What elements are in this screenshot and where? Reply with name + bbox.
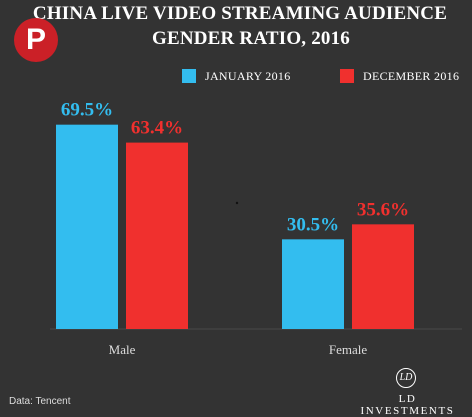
- source-note: Data: Tencent: [9, 396, 71, 407]
- brand-name: LD INVESTMENTS: [360, 393, 455, 417]
- data-label-male-january: 69.5%: [61, 100, 113, 121]
- bar-male-january: [56, 124, 118, 329]
- data-label-female-january: 30.5%: [287, 214, 339, 235]
- brand-monogram: LD: [399, 372, 413, 383]
- brand-logo: LD: [396, 368, 416, 388]
- chart-title-line-1: CHINA LIVE VIDEO STREAMING AUDIENCE: [32, 3, 448, 24]
- plot-dot: [235, 201, 239, 205]
- category-label-male: Male: [109, 342, 136, 357]
- data-label-female-december: 35.6%: [357, 199, 409, 220]
- bar-female-december: [352, 224, 414, 329]
- pinterest-icon: P: [25, 23, 46, 56]
- pinterest-button[interactable]: P: [14, 18, 58, 62]
- legend-swatch-december: [340, 69, 354, 83]
- bar-female-january: [282, 239, 344, 329]
- data-label-male-december: 63.4%: [131, 118, 183, 139]
- legend-label-january: JANUARY 2016: [205, 69, 291, 83]
- bar-male-december: [126, 142, 188, 329]
- legend-swatch-january: [182, 69, 196, 83]
- category-label-female: Female: [329, 342, 367, 357]
- legend-label-december: DECEMBER 2016: [363, 69, 460, 83]
- chart-title-line-2: GENDER RATIO, 2016: [151, 28, 351, 49]
